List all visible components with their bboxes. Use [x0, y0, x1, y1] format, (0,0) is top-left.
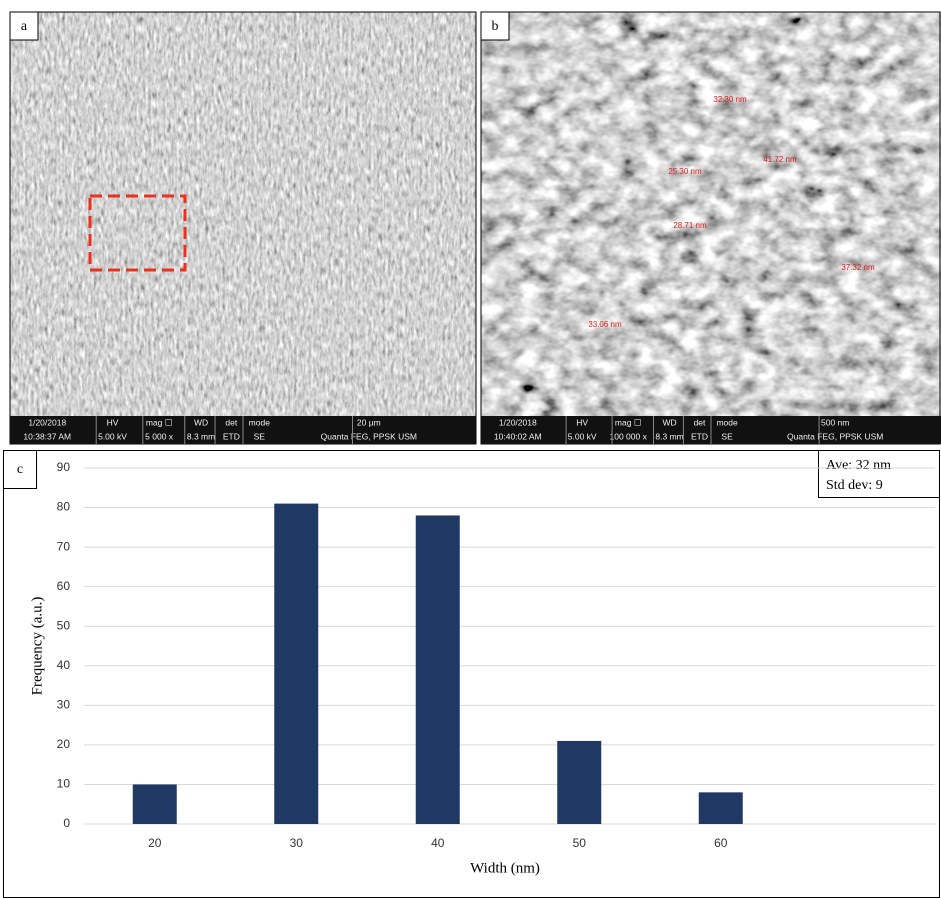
info-text: 100 000 x	[610, 431, 648, 441]
info-text: mag ☐	[146, 417, 173, 427]
annotation: Std dev: 9	[826, 478, 883, 493]
info-text: det	[225, 417, 237, 427]
info-text: 5 000 x	[145, 431, 174, 441]
info-text: mag ☐	[615, 417, 642, 427]
info-text: HV	[107, 417, 119, 427]
info-text: 500 nm	[821, 417, 849, 427]
x-axis-label: Width (nm)	[470, 860, 540, 876]
info-text: det	[694, 417, 706, 427]
info-text: 10:40:02 AM	[494, 431, 542, 441]
x-tick-label: 60	[714, 836, 728, 850]
x-tick-label: 50	[573, 836, 587, 850]
y-tick-label: 10	[57, 777, 71, 791]
info-text: Quanta FEG, PPSK USM	[787, 431, 883, 441]
x-tick-label: 40	[431, 836, 445, 850]
info-text: 1/20/2018	[28, 417, 66, 427]
annotation: Ave: 32 nm	[826, 458, 891, 473]
info-text: mode	[249, 417, 271, 427]
info-text: HV	[576, 417, 588, 427]
info-text: 8.3 mm	[655, 431, 683, 441]
info-text: 8.3 mm	[187, 431, 215, 441]
x-tick-label: 30	[290, 836, 304, 850]
info-text: SE	[254, 431, 266, 441]
sem-image	[481, 12, 941, 444]
info-text: 5.00 kV	[98, 431, 127, 441]
bar	[133, 784, 177, 824]
info-text: 20 µm	[357, 417, 381, 427]
panel-label: a	[21, 19, 28, 34]
y-tick-label: 40	[57, 658, 71, 672]
y-tick-label: 70	[57, 539, 71, 553]
info-text: 10:38:37 AM	[23, 431, 71, 441]
bar	[274, 504, 318, 824]
measurement: 28.71 nm	[673, 221, 707, 230]
y-axis-label: Frequency (a.u.)	[29, 597, 45, 696]
bar	[557, 741, 601, 824]
y-tick-label: 60	[57, 579, 71, 593]
info-text: SE	[721, 431, 733, 441]
figure: a b c Ave: 32 nm Std dev: 9 Width (nm) F…	[0, 0, 941, 899]
info-text: WD	[194, 417, 208, 427]
y-tick-label: 50	[57, 618, 71, 632]
bar	[699, 792, 743, 824]
measurement: 33.06 nm	[588, 320, 622, 329]
y-tick-label: 20	[57, 737, 71, 751]
panel-label: c	[17, 462, 23, 477]
x-tick-label: 20	[148, 836, 162, 850]
info-text: WD	[663, 417, 677, 427]
info-text: 5.00 kV	[568, 431, 597, 441]
measurement: 41.72 nm	[763, 155, 797, 164]
measurement: 25.30 nm	[668, 167, 702, 176]
info-text: 1/20/2018	[499, 417, 537, 427]
y-tick-label: 30	[57, 698, 71, 712]
bar	[416, 515, 460, 824]
y-tick-label: 80	[57, 500, 71, 514]
panel-label: b	[492, 19, 499, 34]
chart-frame	[4, 451, 940, 898]
info-text: ETD	[691, 431, 708, 441]
y-tick-label: 90	[57, 460, 71, 474]
info-text: ETD	[223, 431, 240, 441]
sem-image	[10, 12, 476, 444]
info-text: mode	[716, 417, 738, 427]
y-tick-label: 0	[63, 816, 70, 830]
measurement: 37.32 nm	[841, 263, 875, 272]
info-text: Quanta FEG, PPSK USM	[321, 431, 417, 441]
measurement: 32.30 nm	[713, 95, 747, 104]
